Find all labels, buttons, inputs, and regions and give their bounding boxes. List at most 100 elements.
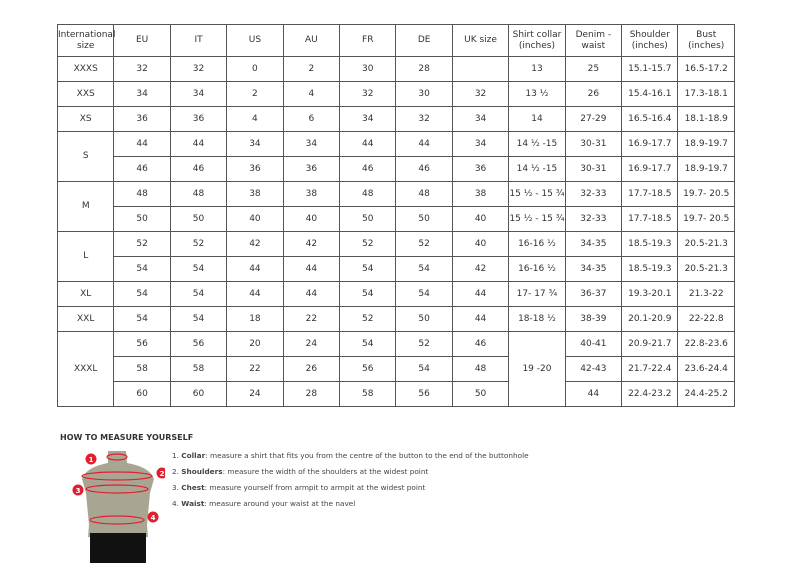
table-cell: 32 xyxy=(169,56,228,82)
table-cell: 44 xyxy=(282,256,341,282)
table-cell: 14 ½ -15 xyxy=(508,156,566,182)
table-cell: 0 xyxy=(226,56,284,82)
table-cell: 54 xyxy=(113,256,171,282)
table-cell: 30-31 xyxy=(564,131,623,157)
table-cell: 27-29 xyxy=(564,106,623,132)
table-cell: 22.8-23.6 xyxy=(677,331,735,357)
guide-title: HOW TO MEASURE YOURSELF xyxy=(60,433,194,442)
table-cell: 46 xyxy=(169,156,228,182)
size-cell: XXXS xyxy=(56,56,115,82)
table-cell: 56 xyxy=(339,356,397,382)
step-text: : measure the width of the shoulders at … xyxy=(222,467,429,476)
table-cell: 44 xyxy=(395,131,453,157)
guide-step: 1. Collar: measure a shirt that fits you… xyxy=(172,451,529,467)
size-cell: L xyxy=(56,231,115,282)
table-cell: 40 xyxy=(451,231,510,257)
size-cell: XXXL xyxy=(56,331,115,407)
table-cell: 21.3-22 xyxy=(677,281,735,307)
table-row: XXL 54 54 18 22 52 50 44 18-18 ½ 38-39 20.1-20.9 22… xyxy=(56,306,735,332)
body-measurement-figure: 1 2 3 4 xyxy=(72,451,165,563)
table-cell: 54 xyxy=(395,281,453,307)
table-cell: 60 xyxy=(113,381,171,407)
table-cell: 24.4-25.2 xyxy=(677,381,735,407)
table-cell: 50 xyxy=(169,206,228,232)
table-cell: 34-35 xyxy=(564,256,623,282)
column-header: Shirt collar (inches) xyxy=(508,24,566,57)
table-cell: 24 xyxy=(282,331,341,357)
table-cell: 46 xyxy=(113,156,171,182)
table-cell: 16.5-16.4 xyxy=(621,106,679,132)
svg-text:2: 2 xyxy=(160,470,165,478)
guide-step: 4. Waist: measure around your waist at t… xyxy=(172,499,529,515)
table-cell: 46 xyxy=(395,156,453,182)
table-cell: 32 xyxy=(339,81,397,107)
table-cell: 58 xyxy=(169,356,228,382)
step-term: Waist xyxy=(181,499,205,508)
table-cell: 58 xyxy=(339,381,397,407)
table-cell: 58 xyxy=(113,356,171,382)
table-cell: 18 xyxy=(226,306,284,332)
table-cell: 34 xyxy=(451,131,510,157)
table-cell: 48 xyxy=(339,181,397,207)
table-cell: 52 xyxy=(339,231,397,257)
table-cell: 34 xyxy=(226,131,284,157)
step-term: Collar xyxy=(181,451,206,460)
table-cell: 20.5-21.3 xyxy=(677,231,735,257)
marker-1 xyxy=(85,453,97,465)
column-header: AU xyxy=(282,24,341,57)
collar-cell: 19 -20 xyxy=(508,331,566,407)
table-cell: 19.7- 20.5 xyxy=(677,206,735,232)
step-number: 1. xyxy=(172,451,179,460)
size-cell: XXS xyxy=(56,81,115,107)
svg-text:3: 3 xyxy=(76,487,81,495)
table-cell: 56 xyxy=(169,331,228,357)
table-cell xyxy=(451,56,510,82)
table-cell: 4 xyxy=(226,106,284,132)
table-cell: 34 xyxy=(451,106,510,132)
table-cell: 19.7- 20.5 xyxy=(677,181,735,207)
table-cell: 54 xyxy=(395,356,453,382)
step-text: : measure around your waist at the navel xyxy=(204,499,356,508)
table-cell: 46 xyxy=(339,156,397,182)
table-cell: 30-31 xyxy=(564,156,623,182)
table-cell: 16-16 ½ xyxy=(508,256,566,282)
table-row: S 44 44 34 34 44 44 34 14 ½ -15 30-31 16.9-17.7 18.… xyxy=(56,131,735,182)
table-cell: 54 xyxy=(169,281,228,307)
column-header: DE xyxy=(395,24,453,57)
table-cell: 44 xyxy=(451,281,510,307)
table-cell: 28 xyxy=(282,381,341,407)
table-row: 58 58 22 26 56 54 48 42-43 21.7-22.4 23.6-24.4 xyxy=(58,356,735,382)
table-cell: 18.5-19.3 xyxy=(621,256,679,282)
table-cell: 28 xyxy=(395,56,453,82)
table-cell: 54 xyxy=(113,306,171,332)
table-cell: 56 xyxy=(395,381,453,407)
table-row: 50 50 40 40 50 50 40 15 ½ - 15 ¾ 32-33 17.7-18.5 1… xyxy=(58,206,735,232)
column-header: US xyxy=(226,24,284,57)
guide-steps: 1. Collar: measure a shirt that fits you… xyxy=(172,451,529,515)
step-term: Shoulders xyxy=(181,467,223,476)
table-cell: 48 xyxy=(451,356,510,382)
column-header: Bust (inches) xyxy=(677,24,735,57)
table-cell: 44 xyxy=(564,381,623,407)
table-cell: 36 xyxy=(451,156,510,182)
column-header: Shoulder (inches) xyxy=(621,24,679,57)
table-row: M 48 48 38 38 48 48 38 15 ½ - 15 ¾ 32-33 17.7-18.5… xyxy=(56,181,735,232)
table-cell: 40 xyxy=(226,206,284,232)
table-cell: 19.3-20.1 xyxy=(621,281,679,307)
column-header: IT xyxy=(169,24,228,57)
table-cell: 18.1-18.9 xyxy=(677,106,735,132)
table-cell: 32 xyxy=(395,106,453,132)
table-cell: 54 xyxy=(169,306,228,332)
table-cell: 2 xyxy=(226,81,284,107)
column-header: Denim - waist xyxy=(564,24,623,57)
table-cell: 18.9-19.7 xyxy=(677,156,735,182)
table-cell: 50 xyxy=(113,206,171,232)
table-cell: 44 xyxy=(226,281,284,307)
table-cell: 36 xyxy=(113,106,171,132)
table-cell: 38 xyxy=(282,181,341,207)
table-cell: 38 xyxy=(226,181,284,207)
step-text: : measure yourself from armpit to armpit… xyxy=(204,483,426,492)
step-text: : measure a shirt that fits you from the… xyxy=(205,451,529,460)
table-cell: 32-33 xyxy=(564,206,623,232)
table-cell: 44 xyxy=(113,131,171,157)
